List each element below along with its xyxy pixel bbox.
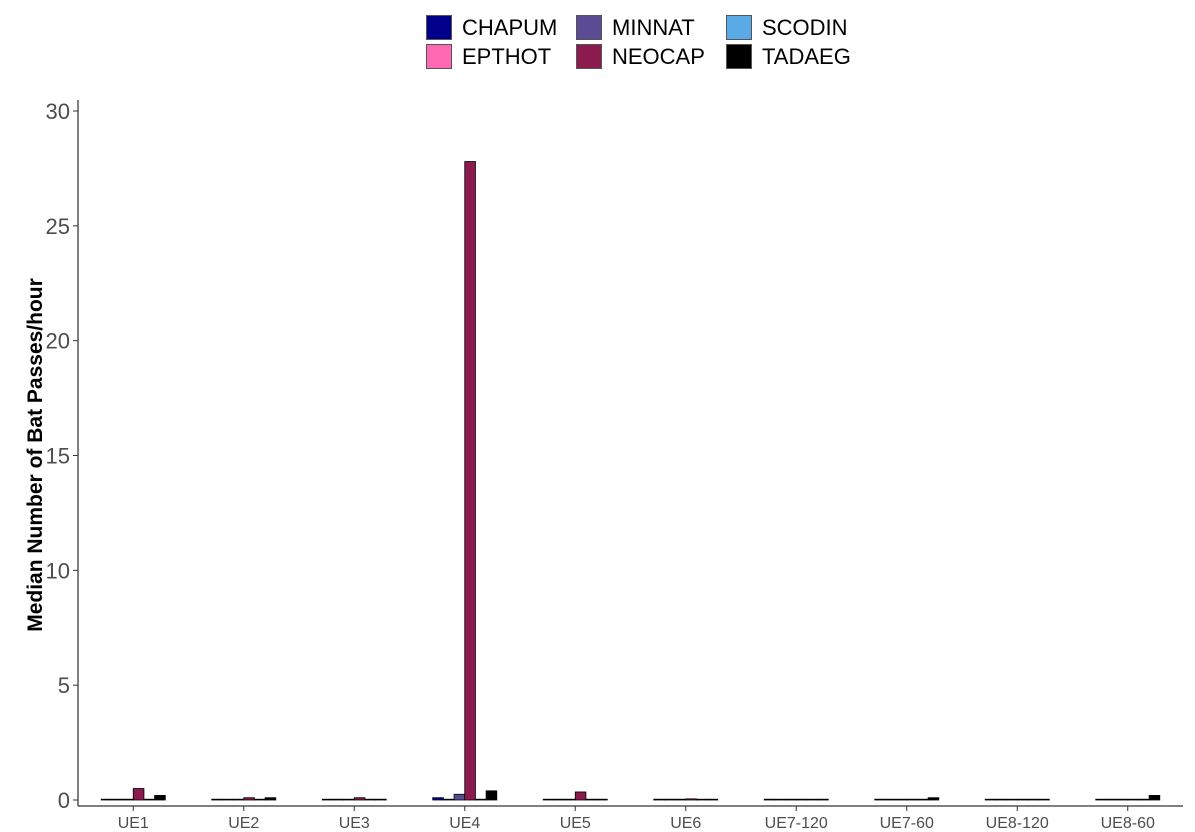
x-tick-label: UE4 xyxy=(449,815,480,832)
y-tick-label: 0 xyxy=(58,788,70,813)
bar xyxy=(795,798,808,801)
bar xyxy=(1116,798,1129,801)
bar xyxy=(1138,798,1150,801)
bar xyxy=(1038,798,1050,801)
x-tick-label: UE7-60 xyxy=(880,815,934,832)
bar xyxy=(685,798,697,801)
y-tick-label: 5 xyxy=(58,673,70,698)
bar xyxy=(453,793,466,801)
bar xyxy=(906,798,918,801)
bar xyxy=(1095,798,1107,801)
legend-item-epthot: EPTHOT xyxy=(426,43,576,70)
legend-swatch xyxy=(426,44,452,69)
bar xyxy=(321,798,334,801)
bar xyxy=(763,798,776,801)
bar xyxy=(1105,798,1118,801)
bar xyxy=(874,798,886,801)
bar xyxy=(674,798,687,801)
legend-swatch xyxy=(726,44,752,69)
legend-label: TADAEG xyxy=(762,43,851,69)
bar xyxy=(917,798,929,801)
legend-label: SCODIN xyxy=(762,14,848,40)
x-tick-label: UE8-60 xyxy=(1101,815,1155,832)
bar xyxy=(353,797,366,801)
bar xyxy=(884,798,897,801)
bar xyxy=(154,795,166,801)
bar xyxy=(111,798,123,801)
legend-swatch xyxy=(426,15,452,40)
x-tick-label: UE1 xyxy=(118,815,149,832)
bar xyxy=(464,161,476,801)
bar xyxy=(585,798,598,801)
bar xyxy=(696,798,708,801)
legend-item-neocap: NEOCAP xyxy=(576,43,726,70)
bar xyxy=(553,798,565,801)
legend-label: NEOCAP xyxy=(612,43,705,69)
x-tick-label: UE7-120 xyxy=(765,815,828,832)
legend-item-tadaeg: TADAEG xyxy=(726,43,876,70)
y-tick-label: 10 xyxy=(46,558,70,583)
bar xyxy=(1148,795,1161,801)
bar xyxy=(895,798,908,801)
bar xyxy=(122,798,134,801)
bar xyxy=(984,798,997,801)
bar xyxy=(774,798,786,801)
x-tick-label: UE2 xyxy=(228,815,259,832)
legend-swatch xyxy=(726,15,752,40)
x-tick-label: UE6 xyxy=(670,815,701,832)
legend-item-scodin: SCODIN xyxy=(726,14,876,41)
bar xyxy=(132,788,145,801)
x-tick-label: UE5 xyxy=(560,815,591,832)
bar xyxy=(143,798,156,801)
bar xyxy=(574,791,587,801)
bar xyxy=(817,798,829,801)
bar xyxy=(343,798,355,801)
bar xyxy=(442,798,455,801)
legend-item-chapum: CHAPUM xyxy=(426,14,576,41)
bar xyxy=(927,797,940,801)
bar xyxy=(475,798,487,801)
bar xyxy=(211,798,223,801)
bar xyxy=(995,798,1007,801)
bar xyxy=(542,798,555,801)
bar xyxy=(806,798,819,801)
y-tick-label: 25 xyxy=(46,214,70,239)
bar xyxy=(485,790,498,801)
legend-swatch xyxy=(576,15,602,40)
y-tick-label: 20 xyxy=(46,329,70,354)
bar xyxy=(375,798,387,801)
y-tick-label: 30 xyxy=(46,99,70,124)
bar xyxy=(1127,798,1139,801)
bar xyxy=(663,798,676,801)
bar xyxy=(1027,798,1040,801)
bar xyxy=(254,798,266,801)
bar xyxy=(221,798,234,801)
legend-label: MINNAT xyxy=(612,14,695,40)
chart-legend: CHAPUM MINNAT SCODIN EPTHOT NEOCAP TADAE… xyxy=(426,14,876,70)
bar xyxy=(364,798,377,801)
bar xyxy=(1016,798,1029,801)
bar xyxy=(785,798,797,801)
bar xyxy=(653,798,665,801)
legend-label: EPTHOT xyxy=(462,43,552,69)
bar xyxy=(332,798,344,801)
bar xyxy=(596,798,608,801)
x-tick-label: UE8-120 xyxy=(986,815,1049,832)
bar xyxy=(243,797,255,801)
legend-label: CHAPUM xyxy=(462,14,558,40)
bar xyxy=(264,797,277,801)
y-tick-label: 15 xyxy=(46,444,70,469)
legend-swatch xyxy=(576,44,602,69)
bar xyxy=(1006,798,1018,801)
x-tick-label: UE3 xyxy=(339,815,370,832)
bar xyxy=(432,797,444,801)
bar xyxy=(232,798,245,801)
legend-item-minnat: MINNAT xyxy=(576,14,726,41)
bar xyxy=(564,798,576,801)
bar xyxy=(706,798,719,801)
bar xyxy=(100,798,113,801)
